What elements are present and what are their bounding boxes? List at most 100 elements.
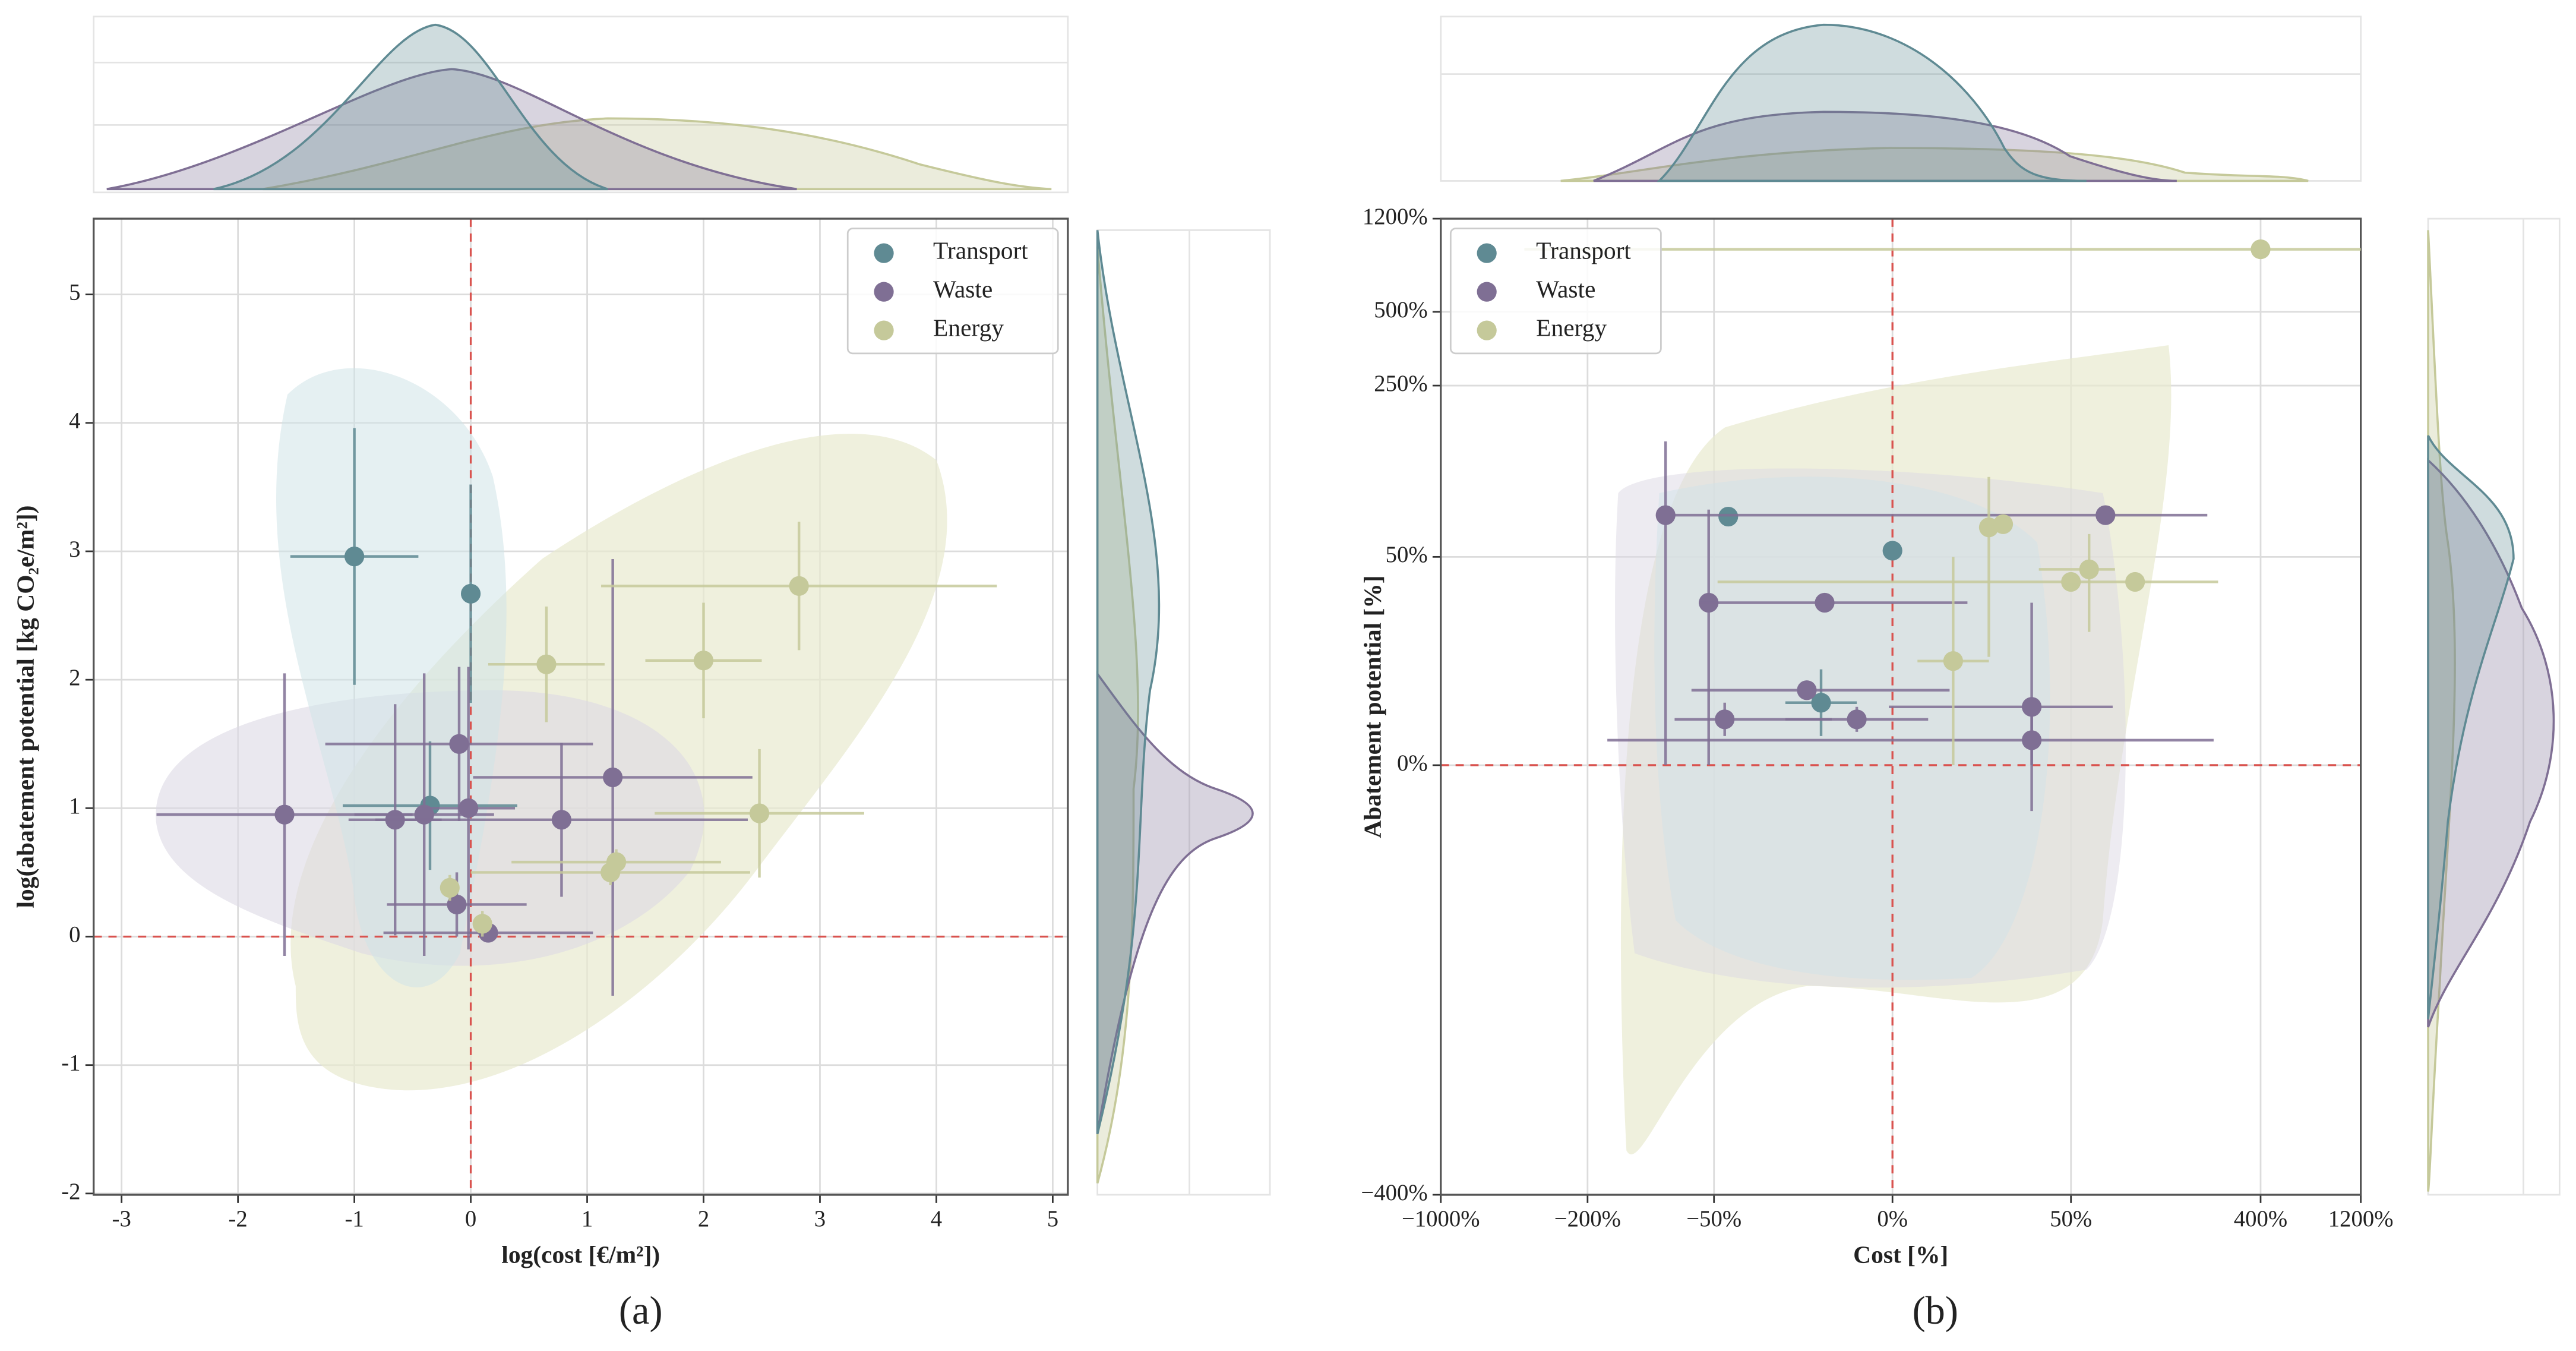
y-tick-label: 3: [69, 536, 80, 562]
point: [551, 810, 572, 830]
panel-label: (b): [1913, 1289, 1958, 1333]
point: [1993, 514, 2014, 534]
top-marginal-frame: [93, 15, 1069, 194]
density: [1657, 23, 2087, 182]
x-tick-label: −200%: [1554, 1206, 1621, 1232]
point: [1815, 592, 1835, 613]
point: [2125, 572, 2145, 592]
plot-frame: [92, 217, 1069, 1196]
plots: -3 -2 -1 0 1 2 3 4 5 -2 -1 0 1 2 3 4 5 Transport Waste Ener…: [12, 204, 2394, 1333]
y-tick-label: 250%: [1374, 371, 1427, 396]
panel-label: (a): [619, 1289, 663, 1333]
legend-label: Energy: [933, 314, 1004, 342]
legend-marker: [874, 320, 894, 340]
plot-frame: [1440, 217, 2362, 1196]
legend-marker: [1477, 320, 1497, 340]
legend-marker: [874, 243, 894, 263]
x-tick-label: 1200%: [2328, 1206, 2394, 1232]
legend-box: [846, 228, 1059, 355]
x-tick-label: 3: [814, 1206, 826, 1232]
x-tick-label: 5: [1047, 1206, 1058, 1232]
point: [2021, 697, 2042, 717]
legend-label: Energy: [1536, 314, 1607, 342]
point: [1655, 505, 1676, 525]
point: [1943, 651, 1963, 671]
marginal-frames: [93, 15, 2561, 1196]
point: [460, 583, 481, 604]
y-tick-label: 1: [69, 793, 80, 819]
y-tick-label: -1: [61, 1050, 80, 1076]
kde-waste: [1615, 468, 2126, 988]
point: [1715, 709, 1735, 730]
x-axis-label: log(cost [€/m²]): [501, 1241, 660, 1269]
point: [440, 877, 460, 898]
density: [1096, 230, 1161, 1135]
point: [344, 547, 365, 567]
y-tick-label: 500%: [1374, 297, 1427, 323]
legend-marker: [1477, 243, 1497, 263]
density: [1593, 111, 2177, 182]
point: [2079, 559, 2099, 579]
marginal-densities: [106, 23, 2555, 1192]
point: [1847, 709, 1867, 730]
x-tick-label: 50%: [2050, 1206, 2092, 1232]
y-tick-label: 4: [69, 408, 80, 434]
x-tick-label: -3: [112, 1206, 131, 1232]
point: [1718, 506, 1739, 527]
point: [2095, 505, 2116, 525]
x-tick-label: 4: [931, 1206, 942, 1232]
kde-contours: [156, 345, 2172, 1155]
x-tick-label: -2: [229, 1206, 248, 1232]
point: [2251, 239, 2271, 260]
point: [274, 804, 295, 825]
legend-box: [1449, 228, 1662, 355]
y-axis-label: Abatement potential [%]: [1359, 575, 1386, 838]
legend-label: Transport: [933, 237, 1028, 264]
y-tick-label: 5: [69, 280, 80, 305]
point: [536, 654, 557, 674]
density: [2427, 435, 2515, 1019]
point: [1882, 541, 1902, 561]
point: [2021, 730, 2042, 750]
density: [263, 117, 1052, 191]
point: [459, 798, 479, 818]
kde-transport: [276, 368, 507, 988]
x-axis-label: Cost [%]: [1853, 1241, 1948, 1268]
x-tick-label: −1000%: [1402, 1206, 1480, 1232]
density: [1096, 246, 1139, 1184]
x-tick-label: -1: [344, 1206, 364, 1232]
legend-marker: [1477, 282, 1497, 302]
y-tick-label: 2: [69, 665, 80, 690]
point: [789, 576, 809, 596]
x-tick-label: 1: [581, 1206, 593, 1232]
y-tick-label: 0: [69, 921, 80, 947]
legend-marker: [874, 282, 894, 302]
density: [213, 23, 608, 191]
kde-transport: [1654, 476, 2050, 980]
y-tick-label: -2: [61, 1179, 80, 1204]
point: [749, 803, 770, 823]
x-tick-label: 0%: [1877, 1206, 1908, 1232]
legend-label: Waste: [1536, 276, 1595, 303]
density: [2427, 457, 2555, 1028]
y-tick-label: 1200%: [1363, 204, 1428, 229]
y-tick-label: 0%: [1397, 750, 1428, 776]
point: [449, 734, 469, 754]
point: [1797, 680, 1817, 700]
legend-label: Waste: [933, 276, 993, 303]
legend-label: Transport: [1536, 237, 1631, 264]
y-axis-label: log(abatement potential [kg CO₂e/m²]): [12, 506, 40, 908]
point: [606, 852, 627, 872]
x-tick-label: 400%: [2234, 1206, 2287, 1232]
y-tick-label: 50%: [1386, 542, 1428, 567]
x-tick-label: 2: [698, 1206, 709, 1232]
point: [447, 894, 467, 915]
x-tick-label: −50%: [1686, 1206, 1741, 1232]
point: [693, 651, 714, 671]
point: [1811, 693, 1831, 713]
y-tick-label: −400%: [1361, 1180, 1427, 1205]
density: [1096, 670, 1254, 1134]
density: [106, 68, 797, 191]
point: [603, 767, 623, 788]
